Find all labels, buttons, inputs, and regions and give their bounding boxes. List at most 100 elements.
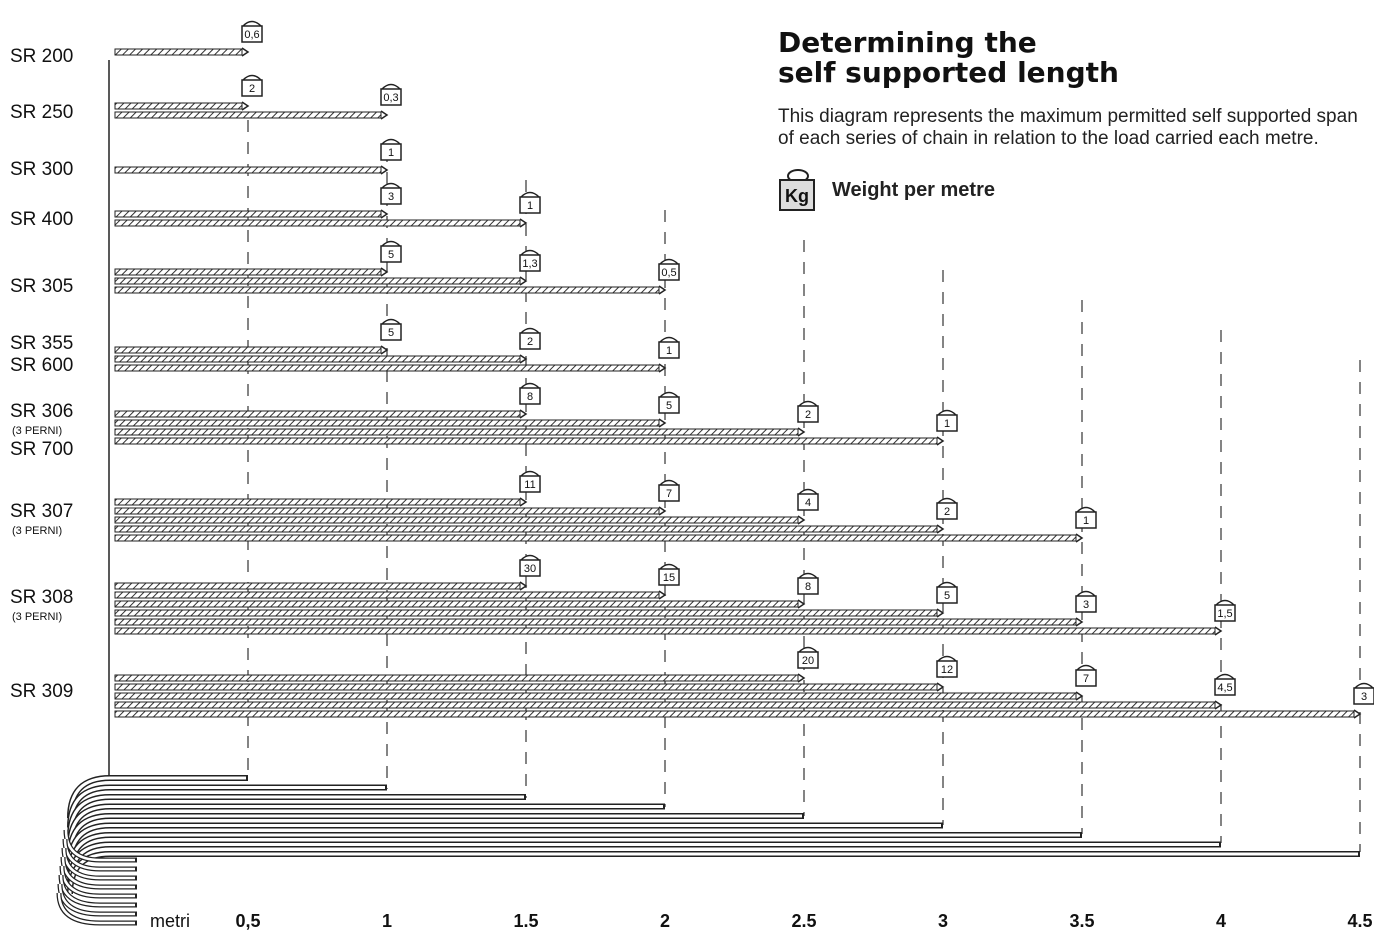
chain-arrow bbox=[936, 524, 945, 534]
weight-box bbox=[519, 475, 541, 493]
coil-return-inner bbox=[63, 838, 135, 871]
weight-label: 2 bbox=[527, 336, 533, 348]
weight-handle bbox=[520, 191, 540, 198]
weight-handle bbox=[659, 563, 679, 570]
weight-label: 0,5 bbox=[661, 267, 676, 279]
chain-arrow bbox=[519, 497, 528, 507]
series-label: SR 308 bbox=[10, 587, 73, 608]
series-note: (3 PERNI) bbox=[12, 525, 62, 537]
coil-return-inner bbox=[62, 847, 135, 880]
chain-arrow bbox=[519, 409, 528, 419]
weight-box bbox=[380, 323, 402, 341]
weight-box bbox=[936, 414, 958, 432]
weight-box bbox=[658, 568, 680, 586]
chain-bar bbox=[114, 286, 660, 294]
chain-arrow bbox=[1075, 533, 1084, 543]
weight-box bbox=[797, 651, 819, 669]
weight-handle bbox=[242, 20, 262, 27]
chain-arrow bbox=[1075, 617, 1084, 627]
weight-label: 5 bbox=[666, 400, 672, 412]
weight-box bbox=[519, 559, 541, 577]
chain-bar bbox=[114, 609, 938, 617]
chain-bar bbox=[114, 346, 382, 354]
chain-arrow bbox=[1075, 691, 1084, 701]
chain-bar bbox=[114, 600, 799, 608]
series-label: SR 300 bbox=[10, 159, 73, 180]
chain-arrow bbox=[380, 267, 389, 277]
weight-label: 4,5 bbox=[1217, 682, 1232, 694]
axis-tick-label: 4 bbox=[1216, 911, 1226, 931]
weight-label: 12 bbox=[941, 664, 953, 676]
chain-arrow bbox=[797, 515, 806, 525]
weight-label: 15 bbox=[663, 572, 675, 584]
weight-label: 1 bbox=[666, 345, 672, 357]
weight-handle bbox=[381, 138, 401, 145]
weight-label: 30 bbox=[524, 563, 536, 575]
series-label: SR 200 bbox=[10, 46, 73, 67]
weight-label: 3 bbox=[1361, 691, 1367, 703]
series-note: (3 PERNI) bbox=[12, 425, 62, 437]
weight-label: 3 bbox=[1083, 599, 1089, 611]
weight-box bbox=[519, 254, 541, 272]
chain-arrow bbox=[658, 590, 667, 600]
weight-handle bbox=[937, 497, 957, 504]
axis-tick-label: 3.5 bbox=[1069, 911, 1094, 931]
weight-box bbox=[241, 25, 263, 43]
series-label: SR 400 bbox=[10, 209, 73, 230]
chain-arrow bbox=[380, 209, 389, 219]
weight-handle bbox=[242, 74, 262, 81]
legend-icon-text: Kg bbox=[785, 186, 809, 206]
weight-box bbox=[658, 341, 680, 359]
weight-box bbox=[1075, 669, 1097, 687]
weight-handle bbox=[520, 470, 540, 477]
weight-handle bbox=[1076, 664, 1096, 671]
weight-handle bbox=[1076, 590, 1096, 597]
chain-bar bbox=[114, 683, 938, 691]
chain-arrow bbox=[658, 418, 667, 428]
weight-box bbox=[936, 502, 958, 520]
chain-bar bbox=[114, 582, 521, 590]
axis-tick-label: 1.5 bbox=[513, 911, 538, 931]
chain-arrow bbox=[380, 110, 389, 120]
chain-bar bbox=[114, 692, 1077, 700]
coil-chain bbox=[67, 841, 1221, 885]
weight-label: 1 bbox=[944, 418, 950, 430]
chain-arrow bbox=[797, 599, 806, 609]
weight-box bbox=[519, 332, 541, 350]
weight-handle bbox=[937, 409, 957, 416]
weight-handle bbox=[798, 646, 818, 653]
coil-return-inner bbox=[64, 829, 135, 862]
weight-handle bbox=[1215, 673, 1235, 680]
weight-label: 7 bbox=[666, 488, 672, 500]
weight-handle bbox=[937, 655, 957, 662]
weight-label: 1 bbox=[1083, 515, 1089, 527]
chain-arrow bbox=[797, 427, 806, 437]
coil-return-inner bbox=[58, 883, 135, 916]
coil-chain-inner bbox=[68, 843, 1219, 885]
chain-arrow bbox=[936, 608, 945, 618]
chain-arrow bbox=[519, 354, 528, 364]
chain-bar bbox=[114, 268, 382, 276]
weight-handle bbox=[659, 336, 679, 343]
chain-arrow bbox=[658, 506, 667, 516]
weight-box bbox=[1214, 678, 1236, 696]
weight-label: 2 bbox=[805, 409, 811, 421]
weight-box bbox=[658, 396, 680, 414]
weight-box bbox=[797, 577, 819, 595]
axis-tick-label: 2.5 bbox=[791, 911, 816, 931]
weight-handle bbox=[1354, 682, 1374, 689]
chain-bar bbox=[114, 277, 521, 285]
weight-handle bbox=[381, 318, 401, 325]
weight-label: 0,3 bbox=[383, 92, 398, 104]
weight-box bbox=[380, 143, 402, 161]
chain-bar bbox=[114, 710, 1355, 718]
axis-label: metri bbox=[150, 911, 190, 931]
weight-label: 8 bbox=[527, 391, 533, 403]
weight-box bbox=[658, 263, 680, 281]
axis-tick-label: 4.5 bbox=[1347, 911, 1372, 931]
weight-box bbox=[241, 79, 263, 97]
chain-bar bbox=[114, 507, 660, 515]
weight-box bbox=[936, 660, 958, 678]
weight-label: 1 bbox=[388, 147, 394, 159]
chain-arrow bbox=[241, 101, 250, 111]
